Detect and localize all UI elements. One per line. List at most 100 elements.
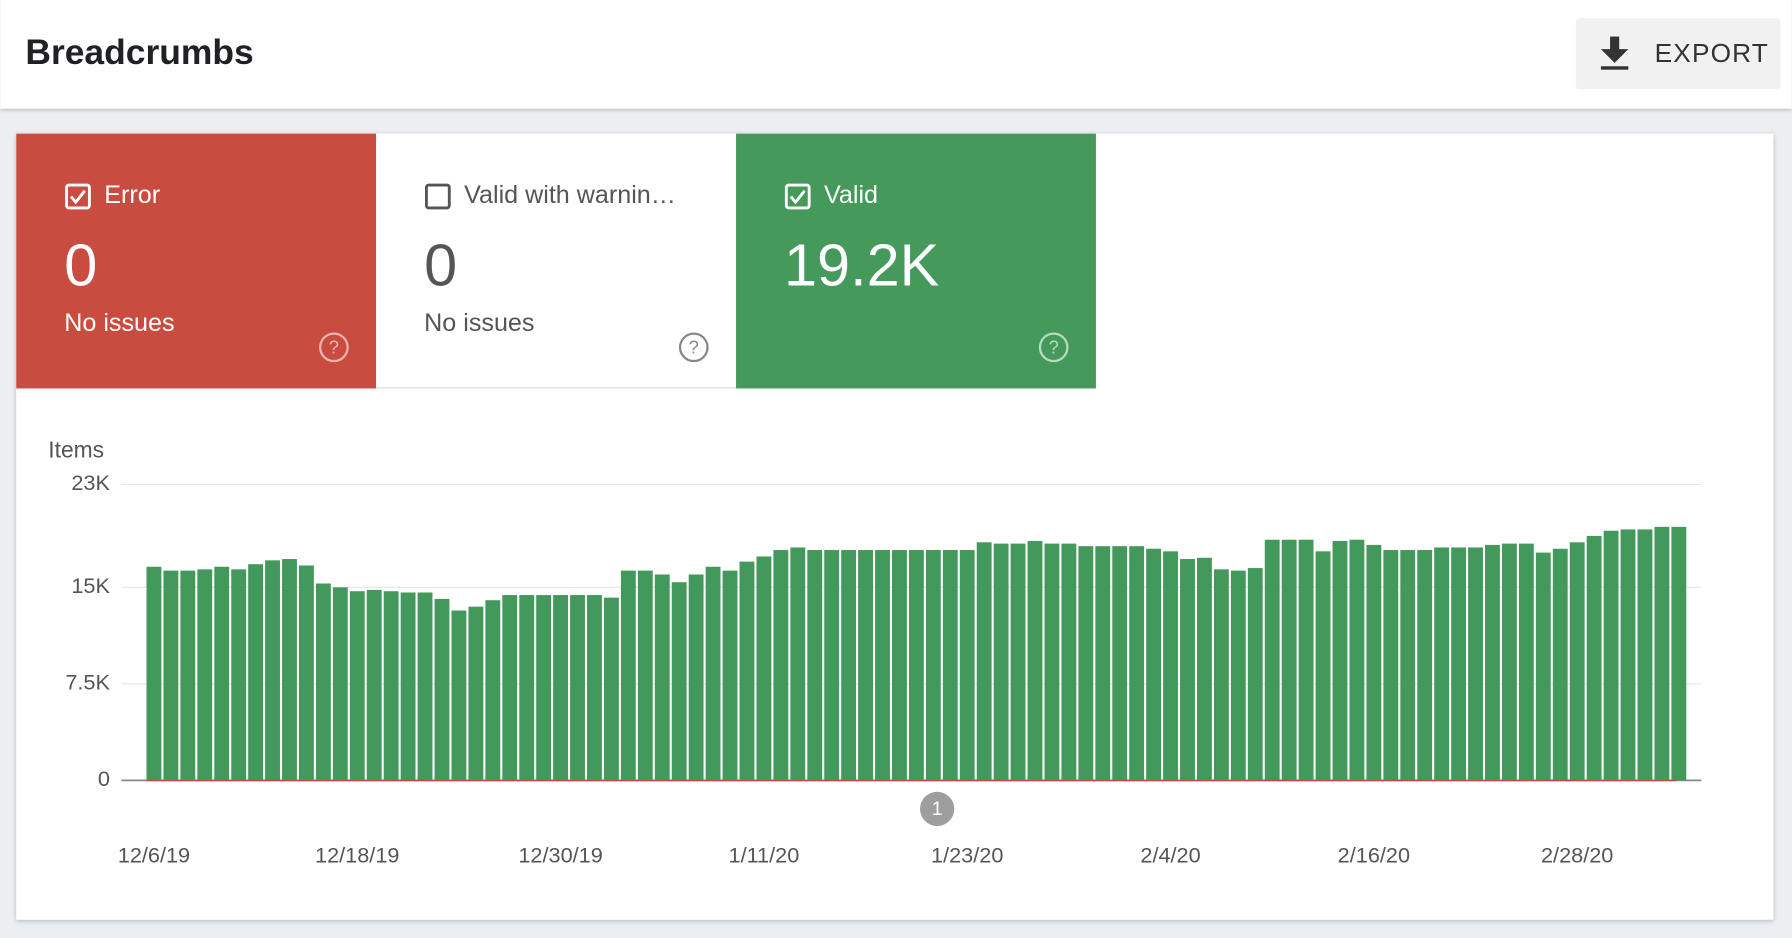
bar	[587, 595, 602, 781]
bar	[1213, 569, 1229, 781]
x-tick-label: 1/11/20	[729, 843, 800, 868]
bar	[1552, 548, 1568, 781]
bar	[180, 570, 196, 781]
bar	[1247, 568, 1263, 781]
bar	[1281, 539, 1297, 781]
check	[69, 189, 86, 205]
bar	[1535, 552, 1551, 781]
annotation-marker[interactable]	[919, 791, 955, 827]
bar	[976, 542, 992, 781]
bar	[1586, 535, 1602, 781]
bar	[942, 550, 958, 781]
bar	[671, 582, 687, 781]
bar	[570, 595, 585, 781]
bar	[553, 595, 569, 781]
bar	[1417, 550, 1433, 781]
bar	[756, 556, 772, 781]
bar	[1298, 539, 1314, 781]
bar	[146, 566, 162, 781]
card-value: 0	[424, 231, 457, 298]
y-tick-label: 15K	[71, 573, 110, 598]
checkbox[interactable]	[425, 183, 451, 210]
bar	[1400, 550, 1416, 781]
bar	[366, 589, 382, 781]
help-glyph: ?	[1049, 336, 1059, 357]
help-icon[interactable]	[319, 332, 349, 363]
x-tick-label: 12/30/19	[518, 843, 602, 868]
card-value: 0	[64, 231, 97, 298]
page-title: Breadcrumbs	[25, 32, 253, 72]
card-bg[interactable]	[376, 133, 737, 389]
bar	[1197, 557, 1212, 781]
bar	[1349, 539, 1365, 781]
bar	[1518, 543, 1534, 781]
bar	[1620, 529, 1636, 781]
card-label: Valid	[824, 181, 878, 209]
chart: 0 7.5K 15K 23K 12/6/19 12/18/19 12/30/19 1/11/2…	[65, 470, 1702, 868]
bar	[1264, 539, 1280, 781]
bar	[468, 606, 484, 781]
export-label[interactable]: EXPORT	[1655, 38, 1769, 68]
bar	[739, 561, 755, 781]
bar	[722, 570, 738, 781]
bar	[1332, 541, 1348, 781]
bar	[1146, 548, 1162, 781]
bar	[841, 550, 857, 781]
card-bg[interactable]	[736, 133, 1096, 389]
bar	[892, 550, 907, 781]
card-bg[interactable]	[16, 133, 377, 389]
error-card[interactable]: Error 0 No issues ?	[16, 133, 377, 389]
download-icon[interactable]	[1600, 36, 1629, 70]
bar	[858, 550, 873, 781]
bar	[1451, 547, 1467, 781]
bar	[299, 565, 314, 781]
bar	[1163, 551, 1178, 781]
annotation-label[interactable]: 1	[932, 798, 943, 820]
valid-card[interactable]: Valid 19.2K ?	[736, 133, 1096, 389]
bar	[315, 583, 331, 781]
bar	[163, 570, 179, 781]
bar	[434, 598, 450, 781]
bar	[1603, 530, 1619, 781]
x-tick-label: 12/18/19	[315, 843, 399, 868]
bar	[1010, 543, 1026, 781]
bar	[773, 550, 789, 781]
bar	[502, 595, 518, 781]
bar	[1180, 559, 1195, 781]
bar	[790, 547, 806, 781]
help-icon[interactable]	[678, 332, 709, 363]
warning-card[interactable]: Valid with warnin… 0 No issues ?	[376, 133, 737, 389]
bar	[383, 591, 399, 781]
bar	[824, 550, 840, 781]
y-axis-title: Items	[48, 436, 104, 462]
y-tick-label: 23K	[71, 470, 110, 495]
bar	[1112, 546, 1128, 781]
bar	[908, 550, 924, 781]
help-glyph: ?	[329, 336, 339, 357]
card-value: 19.2K	[784, 231, 939, 298]
bar	[1315, 551, 1331, 781]
bar	[332, 587, 348, 781]
bar	[214, 566, 230, 781]
export-button-bg[interactable]	[1575, 18, 1781, 90]
bar	[1501, 543, 1517, 781]
bar	[603, 597, 619, 781]
bar	[1027, 541, 1043, 781]
bar	[1434, 547, 1450, 781]
help-icon[interactable]	[1038, 332, 1069, 363]
bar	[417, 592, 433, 781]
checkbox[interactable]	[65, 183, 91, 210]
bar	[637, 570, 653, 781]
bar	[265, 560, 280, 781]
bar	[197, 569, 213, 781]
bar	[231, 569, 247, 781]
bar	[282, 559, 297, 781]
checkbox[interactable]	[784, 183, 811, 210]
x-tick-label: 2/28/20	[1541, 843, 1613, 868]
card-note: No issues	[424, 309, 534, 337]
export-button[interactable]: EXPORT	[1575, 18, 1781, 90]
bar	[993, 543, 1009, 781]
bar	[1095, 546, 1111, 781]
